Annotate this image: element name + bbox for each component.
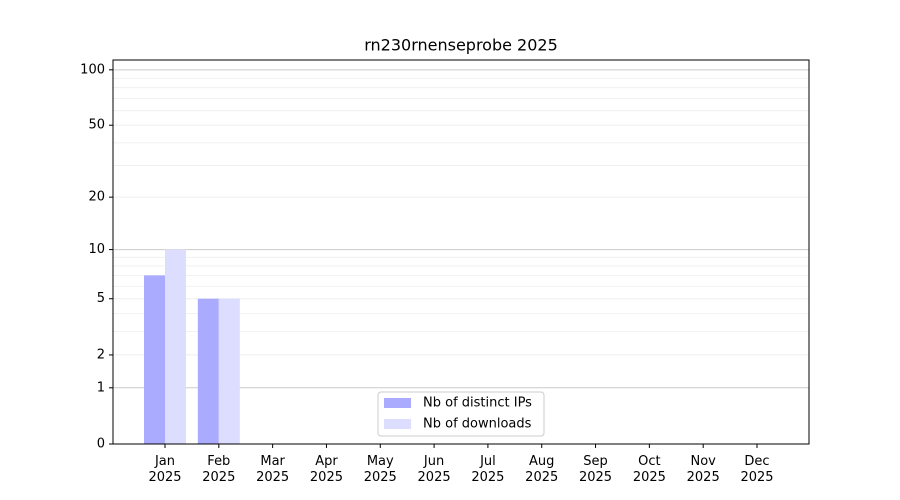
y-tick-label: 50 <box>88 118 105 133</box>
chart-title: rn230rnenseprobe 2025 <box>364 36 558 55</box>
y-tick-label: 5 <box>97 291 105 306</box>
bar <box>165 249 186 444</box>
x-tick-label: Aug 2025 <box>525 454 558 485</box>
bar <box>197 298 219 444</box>
y-tick-label: 10 <box>88 242 105 257</box>
grid <box>113 69 809 445</box>
legend-label: Nb of downloads <box>423 417 532 432</box>
x-tick-label: Jul 2025 <box>471 454 504 485</box>
x-tick-label: Feb 2025 <box>202 454 235 485</box>
legend-label: Nb of distinct IPs <box>423 396 532 411</box>
x-tick-label: Dec 2025 <box>740 454 773 485</box>
y-tick-label: 100 <box>80 62 105 77</box>
legend-swatch <box>384 398 411 408</box>
legend-swatch <box>384 419 411 429</box>
legend: Nb of distinct IPs Nb of downloads <box>377 391 545 437</box>
bar <box>144 275 165 444</box>
x-tick-label: Oct 2025 <box>633 454 666 485</box>
plot-frame <box>112 59 810 445</box>
x-tick-label: Nov 2025 <box>687 454 720 485</box>
x-tick-label: Sep 2025 <box>579 454 612 485</box>
x-tick-label: Apr 2025 <box>310 454 343 485</box>
x-tick-label: Jun 2025 <box>418 454 451 485</box>
bar <box>218 298 240 444</box>
y-tick-label: 2 <box>97 347 105 362</box>
x-tick-label: Mar 2025 <box>256 454 289 485</box>
y-tick-label: 1 <box>97 380 105 395</box>
legend-box <box>377 391 545 437</box>
x-tick-label: May 2025 <box>364 454 397 485</box>
y-tick-label: 0 <box>97 437 105 452</box>
x-tick-label: Jan 2025 <box>148 454 181 485</box>
y-tick-label: 20 <box>88 190 105 205</box>
